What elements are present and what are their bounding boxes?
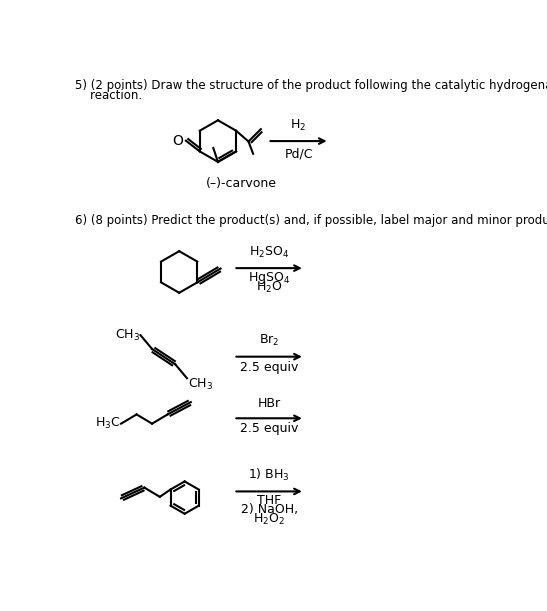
Text: 2) NaOH,: 2) NaOH, [241, 503, 298, 516]
Text: (–)-carvone: (–)-carvone [206, 177, 277, 190]
Text: reaction.: reaction. [74, 89, 142, 101]
Text: Br$_2$: Br$_2$ [259, 333, 280, 348]
Text: CH$_3$: CH$_3$ [115, 327, 141, 343]
Text: H$_2$O$_2$: H$_2$O$_2$ [253, 512, 285, 527]
Text: H$_2$SO$_4$: H$_2$SO$_4$ [249, 244, 289, 260]
Text: O: O [172, 134, 183, 148]
Text: H$_2$: H$_2$ [290, 119, 307, 133]
Text: 2.5 equiv: 2.5 equiv [240, 360, 298, 373]
Text: H$_2$O: H$_2$O [256, 280, 282, 295]
Text: 5) (2 points) Draw the structure of the product following the catalytic hydrogen: 5) (2 points) Draw the structure of the … [74, 79, 547, 92]
Text: THF: THF [257, 494, 281, 507]
Text: 6) (8 points) Predict the product(s) and, if possible, label major and minor pro: 6) (8 points) Predict the product(s) and… [74, 214, 547, 227]
Text: 2.5 equiv: 2.5 equiv [240, 422, 298, 435]
Text: 1) BH$_3$: 1) BH$_3$ [248, 467, 290, 483]
Text: H$_3$C: H$_3$C [95, 416, 120, 431]
Text: CH$_3$: CH$_3$ [188, 377, 213, 392]
Text: HBr: HBr [258, 397, 281, 410]
Text: Pd/C: Pd/C [284, 147, 313, 160]
Text: HgSO$_4$: HgSO$_4$ [248, 269, 290, 286]
